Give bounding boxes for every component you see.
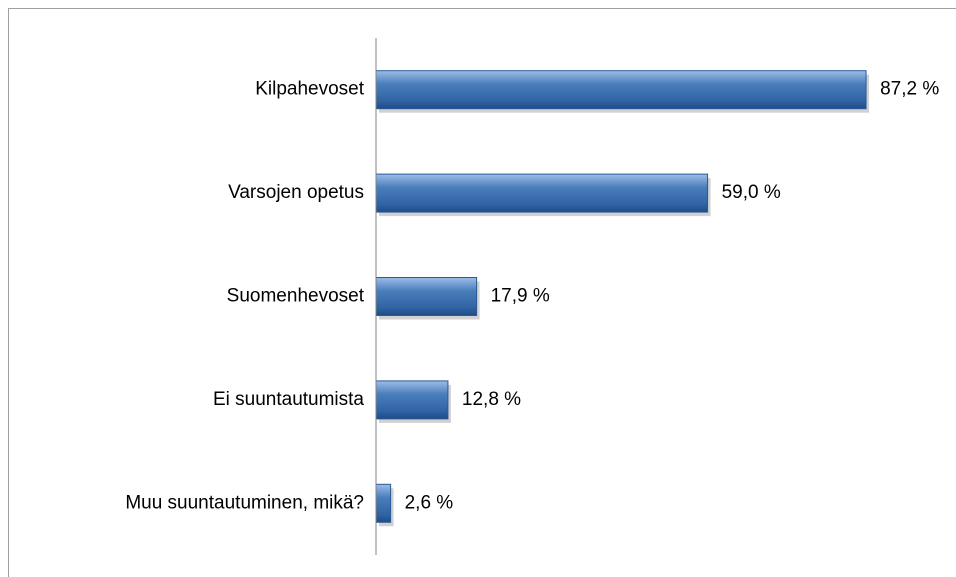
category-label: Suomenhevoset (227, 286, 365, 307)
bar (375, 483, 392, 523)
chart-frame (8, 8, 956, 577)
value-label: 2,6 % (405, 492, 454, 513)
bar (375, 277, 478, 316)
bar (375, 173, 709, 213)
category-label: Ei suuntautumista (213, 389, 364, 410)
bar (375, 380, 449, 420)
value-label: 12,8 % (462, 389, 521, 410)
value-label: 17,9 % (491, 286, 550, 307)
value-label: 59,0 % (722, 182, 781, 203)
category-label: Kilpahevoset (255, 79, 365, 100)
category-label: Varsojen opetus (228, 182, 364, 203)
value-label: 87,2 % (880, 79, 939, 100)
category-label: Muu suuntautuminen, mikä? (125, 492, 364, 513)
bar (375, 70, 867, 110)
